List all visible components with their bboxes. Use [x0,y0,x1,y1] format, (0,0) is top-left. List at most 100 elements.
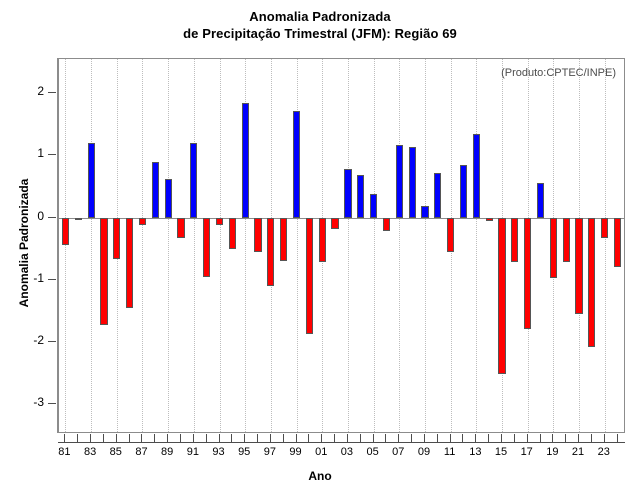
x-tick-label: 95 [238,446,251,458]
y-tick-label: 2 [37,84,44,99]
x-tick [141,434,143,442]
bar-22 [588,217,596,347]
chart-title: Anomalia Padronizada de Precipitação Tri… [0,8,640,42]
x-tick [552,434,554,442]
bar-98 [280,217,288,262]
y-tick [48,340,56,342]
bar-23 [601,217,609,239]
bar-08 [408,146,416,218]
bar-14 [485,217,493,221]
x-tick [64,434,66,442]
y-tick [48,216,56,218]
x-tick [205,434,207,442]
bar-15 [498,217,506,375]
bar-16 [511,217,519,263]
x-tick [346,434,348,442]
bar-83 [87,142,95,218]
x-tick-label: 07 [392,446,405,458]
y-tick-label: 0 [37,208,44,223]
bar-11 [447,217,455,252]
x-tick-label: 13 [469,446,482,458]
bar-82 [74,217,82,220]
bar-05 [370,193,378,218]
x-tick [179,434,181,442]
x-tick-label: 21 [571,446,585,458]
x-tick [398,434,400,442]
y-tick-label: -1 [33,270,44,285]
x-tick-label: 19 [546,446,559,458]
bar-19 [549,217,557,279]
x-tick [539,434,541,442]
bar-18 [536,183,545,218]
bar-87 [138,217,147,225]
x-tick [501,434,502,442]
x-tick [231,434,233,442]
x-tick [565,434,567,442]
bar-02 [331,217,339,229]
x-tick [423,434,425,442]
x-tick [167,434,169,442]
x-tick [436,434,438,442]
bar-00 [305,217,313,335]
bar-96 [254,217,262,252]
x-tick [488,434,490,442]
x-tick [462,434,464,442]
x-tick [334,434,336,442]
x-tick [578,434,580,442]
bar-09 [421,206,429,218]
x-tick-label: 93 [212,446,225,458]
bar-06 [382,217,391,232]
bar-89 [164,178,172,218]
bar-17 [524,217,532,330]
bar-03 [344,169,352,218]
x-tick-label: 97 [263,446,276,458]
x-tick [590,434,592,442]
y-tick-label: 1 [37,146,44,161]
x-tick [603,434,605,442]
x-tick-label: 17 [520,446,533,458]
x-tick [449,434,451,442]
x-tick-label: 85 [109,446,122,458]
x-tick [359,434,361,442]
x-tick [269,434,271,442]
bar-99 [292,110,301,218]
y-tick [48,403,56,405]
x-tick [475,434,477,442]
x-tick [282,434,284,442]
bar-12 [459,164,468,218]
x-tick [308,434,310,442]
y-tick-label: -2 [33,332,44,347]
x-tick [115,434,117,442]
chart-title-line-2: de Precipitação Trimestral (JFM): Região… [183,26,457,41]
produto-annotation: (Produto:CPTEC/INPE) [501,67,616,79]
bar-21 [575,217,583,314]
x-tick-label: 89 [161,446,174,458]
x-tick [154,434,156,442]
x-tick [513,434,515,442]
x-tick-label: 01 [315,446,328,458]
bar-97 [267,217,275,286]
y-tick-label: -3 [33,395,44,410]
bar-94 [228,217,236,249]
y-axis-title: Anomalia Padronizada [17,178,31,308]
x-tick-label: 87 [135,446,148,458]
x-axis-line [58,442,625,443]
bar-01 [318,217,326,263]
x-tick [128,434,130,442]
x-tick [192,434,194,442]
x-tick-label: 83 [83,446,97,458]
x-tick-label: 03 [340,446,354,458]
x-tick [411,434,413,442]
y-tick [48,92,56,94]
x-tick [372,434,374,442]
bar-07 [395,144,403,218]
x-tick [218,434,220,442]
x-tick [90,434,92,442]
bar-10 [434,173,442,218]
bar-91 [190,142,198,218]
bar-92 [203,217,211,277]
bar-88 [151,161,159,218]
x-tick-label: 99 [289,446,302,458]
x-tick [616,434,618,442]
x-tick [385,434,387,442]
